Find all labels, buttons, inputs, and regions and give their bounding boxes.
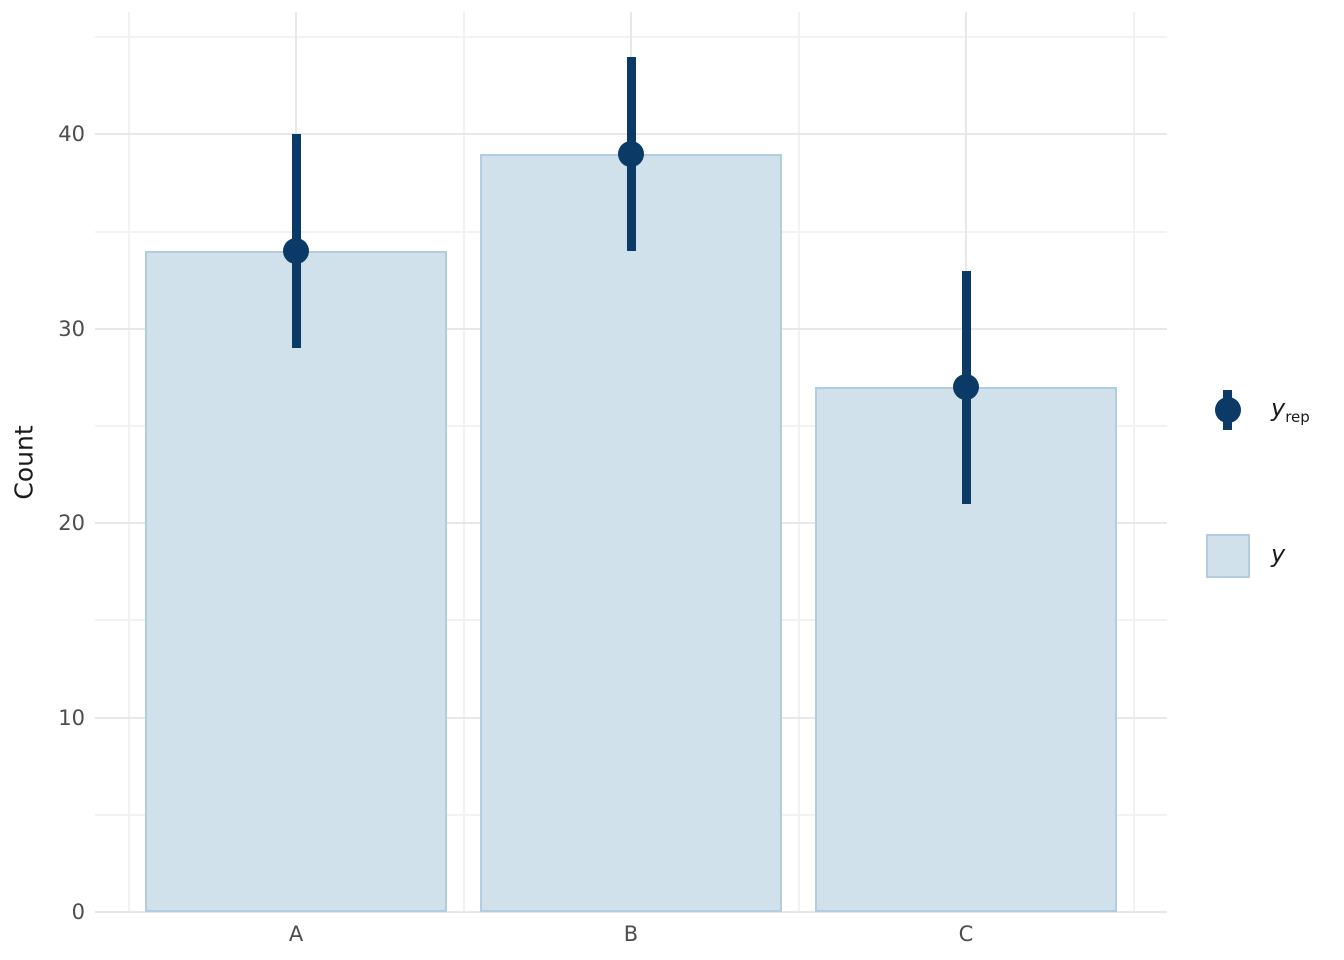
point-C (953, 374, 979, 401)
bar-A (145, 251, 447, 912)
bar-B (480, 153, 782, 912)
legend-entry-yrep: yrep (1205, 388, 1310, 432)
gridline-major-y (95, 911, 1167, 913)
x-tick-label-A: A (288, 922, 304, 946)
plot-panel (95, 12, 1167, 913)
y-tick-label-40: 40 (58, 122, 85, 147)
gridline-minor-x (1132, 12, 1135, 912)
x-tick-label-C: C (958, 922, 974, 946)
legend-label-yrep: yrep (1271, 394, 1310, 426)
y-tick-label-0: 0 (71, 900, 85, 924)
y-tick-label-10: 10 (58, 705, 85, 730)
point-B (618, 140, 644, 167)
bar-swatch-icon (1205, 534, 1253, 578)
gridline-minor-x (462, 12, 465, 912)
point-A (283, 238, 309, 265)
legend-label-y: y (1271, 540, 1286, 569)
pointrange-icon (1205, 388, 1253, 432)
legend-entry-y: y (1205, 534, 1285, 578)
x-tick-label-B: B (623, 922, 639, 946)
y-tick-label-20: 20 (58, 511, 85, 536)
legend: yrep y (1205, 0, 1344, 960)
y-tick-label-30: 30 (58, 316, 85, 341)
gridline-minor-x (127, 12, 130, 912)
gridline-minor-x (797, 12, 800, 912)
